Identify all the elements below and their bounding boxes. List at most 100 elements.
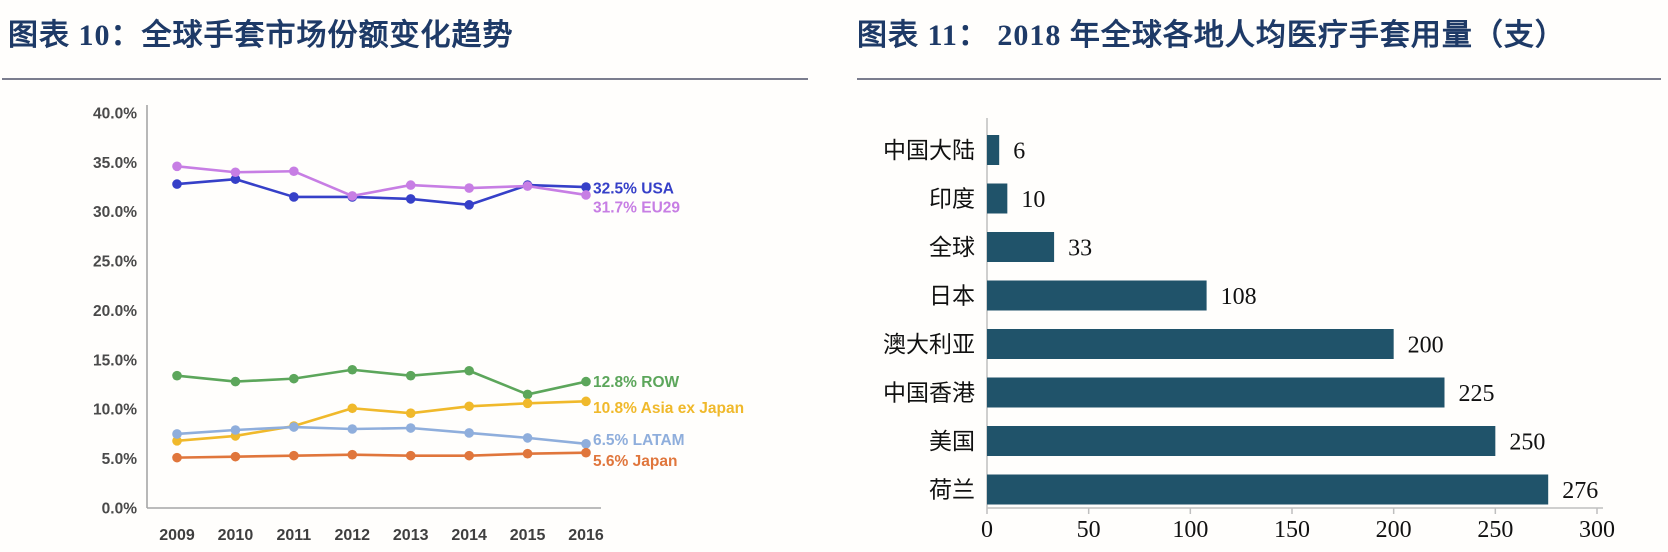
data-point	[230, 174, 241, 184]
x-axis-tick-label: 250	[1477, 517, 1513, 543]
bar	[987, 426, 1496, 456]
data-point	[230, 425, 241, 435]
data-point	[230, 451, 241, 462]
bar-value-label: 276	[1562, 478, 1598, 504]
bar	[987, 329, 1394, 359]
y-axis-tick-label: 35.0%	[93, 155, 137, 172]
series-line-row	[176, 368, 587, 396]
data-point	[347, 191, 358, 201]
figure-10-title-divider	[2, 78, 808, 80]
data-point	[289, 166, 299, 177]
data-point	[347, 424, 358, 434]
series-line-eu29	[176, 165, 587, 198]
series-end-label: 12.8% ROW	[593, 374, 680, 391]
bar-value-label: 33	[1068, 235, 1092, 261]
figure-10-title: 图表 10：全球手套市场份额变化趋势	[8, 19, 514, 52]
bar-category-label: 美国	[929, 429, 975, 454]
y-axis-tick-label: 40.0%	[93, 105, 137, 122]
data-point	[405, 370, 416, 381]
glove-usage-bar-chart: 0 50 100 150 200 250 300 中国大陆 6 印度 10 全球 33 日本 108 澳大利亚…	[883, 118, 1615, 543]
x-axis-tick-label: 0	[981, 517, 993, 543]
data-point	[464, 183, 474, 193]
data-point	[347, 364, 358, 375]
series-end-label: 32.5% USA	[593, 180, 674, 197]
y-axis-tick-label: 30.0%	[93, 204, 137, 221]
x-axis-tick-label: 150	[1274, 517, 1310, 543]
data-point	[522, 448, 533, 459]
market-share-line-chart: 0.0% 5.0% 10.0% 15.0% 20.0% 25.0% 30.0% 35.0% 40…	[93, 105, 744, 544]
data-point	[581, 190, 591, 200]
x-axis-tick-label: 2011	[276, 527, 311, 544]
x-axis-tick-label: 200	[1376, 517, 1412, 543]
data-point	[172, 429, 182, 439]
bar	[987, 474, 1549, 505]
x-axis-tick-label: 2016	[568, 527, 604, 544]
x-axis-tick-label: 300	[1579, 517, 1615, 543]
data-point	[581, 376, 591, 387]
data-point	[230, 376, 241, 387]
y-axis-tick-label: 10.0%	[93, 402, 137, 419]
y-axis-tick-label: 0.0%	[102, 500, 138, 517]
bar-category-label: 全球	[929, 235, 975, 260]
bar-value-label: 6	[1013, 138, 1025, 164]
data-point	[405, 423, 416, 433]
x-axis-tick-label: 2014	[451, 527, 487, 544]
data-point	[464, 200, 474, 210]
data-point	[172, 452, 182, 463]
bar	[987, 280, 1207, 311]
bar-value-label: 108	[1221, 284, 1257, 310]
data-point	[464, 428, 474, 438]
bar-category-label: 澳大利亚	[883, 332, 975, 357]
series-end-label: 6.5% LATAM	[593, 432, 685, 449]
data-point	[581, 447, 591, 458]
data-point	[522, 181, 533, 191]
series-line-asia-ex-japan	[176, 400, 587, 443]
data-point	[230, 167, 241, 178]
series-end-label: 5.6% Japan	[593, 453, 677, 470]
bar	[987, 232, 1055, 262]
x-axis-tick-label: 2010	[218, 527, 254, 544]
data-point	[405, 408, 416, 419]
bar-category-label: 中国香港	[883, 381, 975, 406]
data-point	[289, 450, 299, 461]
bar-category-label: 日本	[929, 284, 975, 309]
bar-category-label: 印度	[929, 187, 975, 212]
data-point	[405, 450, 416, 461]
bar-value-label: 250	[1509, 429, 1545, 455]
y-axis-tick-label: 25.0%	[93, 254, 137, 271]
bar-category-label: 荷兰	[929, 478, 975, 503]
data-point	[464, 365, 474, 376]
series-end-label: 10.8% Asia ex Japan	[593, 400, 744, 417]
y-axis-tick-label: 20.0%	[93, 303, 137, 320]
series-line-latam	[176, 425, 587, 446]
y-axis-tick-label: 15.0%	[93, 352, 137, 369]
bar	[987, 183, 1008, 214]
data-point	[172, 179, 182, 189]
x-axis-tick-label: 2013	[393, 527, 429, 544]
data-point	[172, 436, 182, 446]
x-axis-tick-label: 2012	[334, 527, 370, 544]
bar	[987, 135, 1000, 165]
data-point	[172, 161, 182, 172]
data-point	[347, 403, 358, 414]
data-point	[289, 192, 299, 202]
data-point	[464, 450, 474, 461]
y-axis-tick-label: 5.0%	[102, 451, 138, 468]
x-axis-tick-label: 50	[1077, 517, 1101, 543]
x-axis-tick-label: 2015	[510, 527, 546, 544]
series-line-japan	[176, 451, 587, 459]
data-point	[581, 182, 591, 192]
data-point	[405, 194, 416, 204]
data-point	[581, 439, 591, 449]
x-axis-tick-label: 2009	[159, 527, 195, 544]
data-point	[172, 370, 182, 381]
data-point	[522, 398, 533, 409]
data-point	[581, 396, 591, 407]
bar-value-label: 10	[1021, 187, 1045, 213]
figure-11-title-divider	[857, 78, 1661, 80]
bar-category-label: 中国大陆	[883, 138, 975, 163]
series-end-label: 31.7% EU29	[593, 199, 680, 216]
data-point	[289, 422, 299, 432]
bar-value-label: 200	[1408, 332, 1444, 358]
